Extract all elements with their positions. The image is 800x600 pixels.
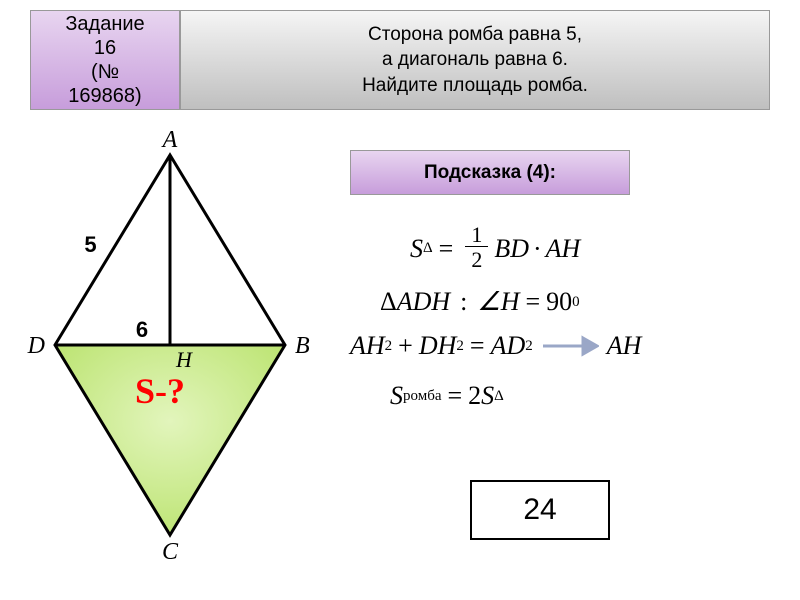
f3-ad: AD: [491, 331, 526, 361]
problem-box: Сторона ромба равна 5, а диагональ равна…: [180, 10, 770, 110]
task-line4: 169868): [31, 84, 179, 108]
answer-box: 24: [470, 480, 610, 540]
f3-dh: DH: [419, 331, 457, 361]
f3-plus: +: [398, 331, 413, 361]
f4-sub: ромба: [403, 388, 442, 405]
formula-right-angle: ΔADH : ∠H = 900: [380, 287, 780, 317]
f4-eq: =: [448, 381, 463, 411]
f3-result: AH: [607, 331, 642, 361]
f1-bd: BD: [494, 234, 529, 264]
f1-num: 1: [465, 224, 488, 247]
f2-deg: 0: [572, 294, 580, 311]
problem-line2: а диагональ равна 6.: [181, 47, 769, 73]
f3-p3: 2: [525, 338, 533, 355]
problem-line3: Найдите площадь ромба.: [181, 73, 769, 99]
answer-value: 24: [523, 493, 556, 527]
f3-eq: =: [470, 331, 485, 361]
f1-frac: 1 2: [465, 224, 488, 273]
f2-eq: =: [526, 287, 541, 317]
f4-rsub: Δ: [494, 388, 504, 405]
task-line3: (№: [31, 60, 179, 84]
arrow-icon: [541, 334, 599, 358]
point-h-label: H: [175, 347, 193, 372]
formula-rhombus-area: Sромба = 2 SΔ: [390, 381, 780, 411]
task-line2: 16: [31, 36, 179, 60]
f4-sr: S: [481, 381, 494, 411]
hint-box: Подсказка (4):: [350, 150, 630, 195]
hint-label: Подсказка (4):: [424, 162, 556, 184]
f1-dot: ·: [533, 234, 542, 264]
f4-s: S: [390, 381, 403, 411]
task-box: Задание 16 (№ 169868): [30, 10, 180, 110]
formula-triangle-area: SΔ = 1 2 BD · AH: [410, 224, 780, 273]
f3-ah: AH: [350, 331, 385, 361]
vertex-c-label: C: [162, 539, 179, 565]
f2-angle: ∠H: [477, 287, 519, 317]
vertex-d-label: D: [27, 333, 45, 359]
f3-p1: 2: [385, 338, 393, 355]
f1-ah: AH: [546, 234, 581, 264]
formula-pythagoras: AH2 + DH2 = AD2 AH: [350, 331, 780, 361]
f1-den: 2: [465, 247, 488, 273]
task-line1: Задание: [31, 12, 179, 36]
side-length-label: 5: [84, 232, 96, 257]
unknown-area-label: S-?: [135, 370, 185, 412]
f1-sub: Δ: [423, 240, 433, 257]
f1-s: S: [410, 234, 423, 264]
f2-val: 90: [546, 287, 572, 317]
f2-adh: ADH: [397, 287, 450, 317]
f1-eq: =: [439, 234, 454, 264]
f3-p2: 2: [456, 338, 464, 355]
f4-coef: 2: [468, 381, 481, 411]
diagonal-length-label: 6: [136, 317, 148, 342]
problem-line1: Сторона ромба равна 5,: [181, 22, 769, 48]
rhombus-diagram: A B C D H 5 6 S-?: [20, 125, 320, 565]
vertex-a-label: A: [161, 127, 178, 153]
f2-colon: :: [460, 287, 467, 317]
formulas-region: SΔ = 1 2 BD · AH ΔADH : ∠H = 900 AH2 + D…: [350, 210, 780, 425]
vertex-b-label: B: [295, 333, 310, 359]
